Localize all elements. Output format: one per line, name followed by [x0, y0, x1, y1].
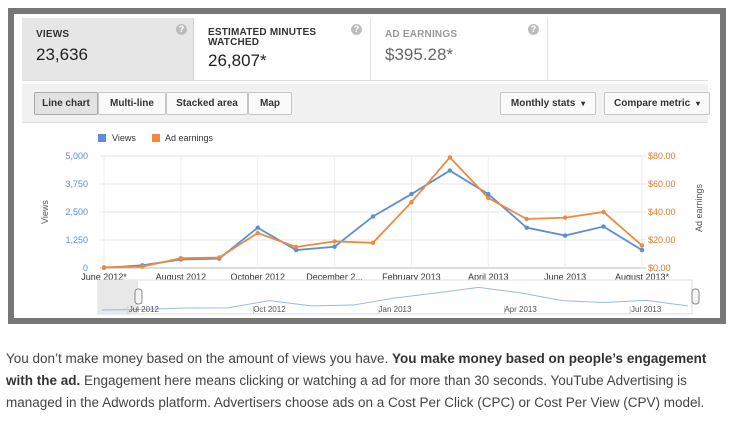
data-point-views[interactable] [332, 244, 337, 249]
y-left-tick-label: 0 [83, 263, 88, 273]
minutes-title-line-1: ESTIMATED MINUTES [208, 27, 317, 38]
y-left-tick-label: 2,500 [65, 207, 88, 217]
data-point-ad-earnings[interactable] [140, 264, 145, 269]
earnings-metric-title: AD EARNINGS [385, 29, 458, 40]
data-point-views[interactable] [639, 247, 645, 253]
metric-tabs: VIEWS 23,636 ? ESTIMATED MINUTES WATCHED… [22, 18, 708, 81]
paragraph-bold-text: You make money based on people’s engagem… [6, 351, 707, 388]
x-tick-label: August 2013* [615, 272, 670, 282]
x-tick-label: December 2... [306, 272, 363, 282]
x-tick-label: June 2012* [81, 272, 127, 282]
stacked-area-button[interactable]: Stacked area [166, 92, 248, 115]
analytics-panel: VIEWS 23,636 ? ESTIMATED MINUTES WATCHED… [8, 8, 726, 324]
data-point-ad-earnings[interactable] [217, 255, 222, 260]
navigator-right-handle[interactable] [691, 288, 700, 305]
compare-metric-label: Compare metric [614, 98, 691, 109]
data-point-views[interactable] [409, 191, 414, 197]
data-point-ad-earnings[interactable] [101, 265, 107, 270]
data-point-ad-earnings[interactable] [255, 230, 260, 236]
chart-toolbar: Line chart Multi-line Stacked area Map M… [22, 84, 710, 123]
minutes-title-line-2: WATCHED [208, 37, 260, 48]
x-tick-label: August 2012 [156, 272, 207, 282]
data-point-views[interactable] [486, 191, 491, 197]
earnings-metric-value: $395.28* [385, 45, 454, 64]
navigator-label: Jan 2013 [379, 305, 412, 314]
map-button[interactable]: Map [248, 92, 292, 115]
help-icon[interactable]: ? [351, 24, 362, 35]
chevron-down-icon: ▾ [695, 99, 700, 108]
data-point-ad-earnings[interactable] [639, 243, 645, 248]
y-left-tick-label: 3,750 [65, 179, 88, 189]
legend-label-views: Views [112, 133, 136, 143]
data-point-views[interactable] [255, 225, 260, 230]
line-chart: Views Ad earnings Views Ad earnings 0 $0.… [22, 124, 708, 316]
y-left-tick-label: 1,250 [65, 235, 88, 245]
y-right-tick-label: $0.00 [648, 263, 671, 273]
y-axis-left-title: Views [40, 200, 50, 224]
multi-line-button[interactable]: Multi-line [98, 92, 166, 115]
legend-swatch-views [98, 134, 106, 142]
data-point-views[interactable] [293, 247, 299, 253]
chart-svg: Views Ad earnings Views Ad earnings 0 $0.… [40, 133, 704, 315]
x-tick-label: February 2013 [382, 272, 441, 282]
range-navigator[interactable]: Jul 2012 Oct 2012 Jan 2013 Apr 2013 Jul 2013 [97, 279, 700, 315]
views-metric-title: VIEWS [36, 29, 70, 40]
data-point-views[interactable] [447, 168, 453, 173]
paragraph-text-1: You don’t make money based on the amount… [6, 351, 392, 366]
monthly-stats-dropdown[interactable]: Monthly stats ▾ [500, 92, 596, 115]
y-right-tick-label: $60.00 [648, 179, 676, 189]
minutes-metric-value: 26,807* [208, 51, 267, 70]
article-paragraph: You don’t make money based on the amount… [6, 348, 730, 414]
monthly-stats-label: Monthly stats [510, 98, 576, 109]
legend-swatch-ad-earnings [152, 134, 160, 142]
y-left-tick-label: 5,000 [65, 151, 88, 161]
data-point-ad-earnings[interactable] [447, 155, 453, 160]
data-point-views[interactable] [370, 214, 376, 219]
x-tick-label: June 2013 [544, 272, 586, 282]
legend-label-ad-earnings: Ad earnings [165, 133, 214, 143]
metric-tab-minutes-watched[interactable]: ESTIMATED MINUTES WATCHED 26,807* ? [194, 18, 371, 80]
minutes-metric-title: ESTIMATED MINUTES WATCHED [208, 28, 370, 48]
line-chart-button[interactable]: Line chart [34, 92, 98, 115]
data-point-ad-earnings[interactable] [332, 239, 337, 244]
data-point-ad-earnings[interactable] [293, 244, 299, 250]
data-point-views[interactable] [601, 224, 606, 229]
chevron-down-icon: ▾ [581, 99, 586, 108]
help-icon[interactable]: ? [528, 24, 539, 35]
y-right-tick-label: $40.00 [648, 207, 676, 217]
data-point-ad-earnings[interactable] [370, 240, 376, 245]
y-axis-right-title: Ad earnings [694, 183, 704, 232]
navigator-label: Jul 2013 [631, 305, 662, 314]
help-icon[interactable]: ? [176, 24, 187, 35]
data-point-views[interactable] [562, 233, 568, 238]
navigator-left-handle[interactable] [134, 288, 143, 305]
metric-tab-ad-earnings[interactable]: AD EARNINGS $395.28* ? [371, 18, 548, 80]
paragraph-text-2: Engagement here means clicking or watchi… [6, 373, 705, 410]
y-right-tick-label: $80.00 [648, 151, 676, 161]
data-point-ad-earnings[interactable] [486, 195, 491, 201]
data-point-ad-earnings[interactable] [562, 215, 568, 220]
data-point-views[interactable] [524, 225, 529, 230]
navigator-label: Jul 2012 [129, 305, 160, 314]
compare-metric-dropdown[interactable]: Compare metric ▾ [604, 92, 710, 115]
views-metric-value: 23,636 [36, 45, 88, 64]
navigator-label: Oct 2012 [253, 305, 286, 314]
data-point-ad-earnings[interactable] [524, 216, 529, 222]
x-tick-label: October 2012 [230, 272, 285, 282]
y-right-tick-label: $20.00 [648, 235, 676, 245]
navigator-shaded-left [98, 280, 138, 314]
navigator-series-line [101, 286, 689, 311]
data-point-ad-earnings[interactable] [409, 200, 414, 205]
x-tick-label: April 2013 [468, 272, 509, 282]
metric-tab-views[interactable]: VIEWS 23,636 ? [22, 18, 194, 80]
data-point-ad-earnings[interactable] [178, 256, 184, 261]
data-point-ad-earnings[interactable] [601, 209, 606, 215]
series-line-views [103, 169, 643, 269]
navigator-label: Apr 2013 [504, 305, 537, 314]
